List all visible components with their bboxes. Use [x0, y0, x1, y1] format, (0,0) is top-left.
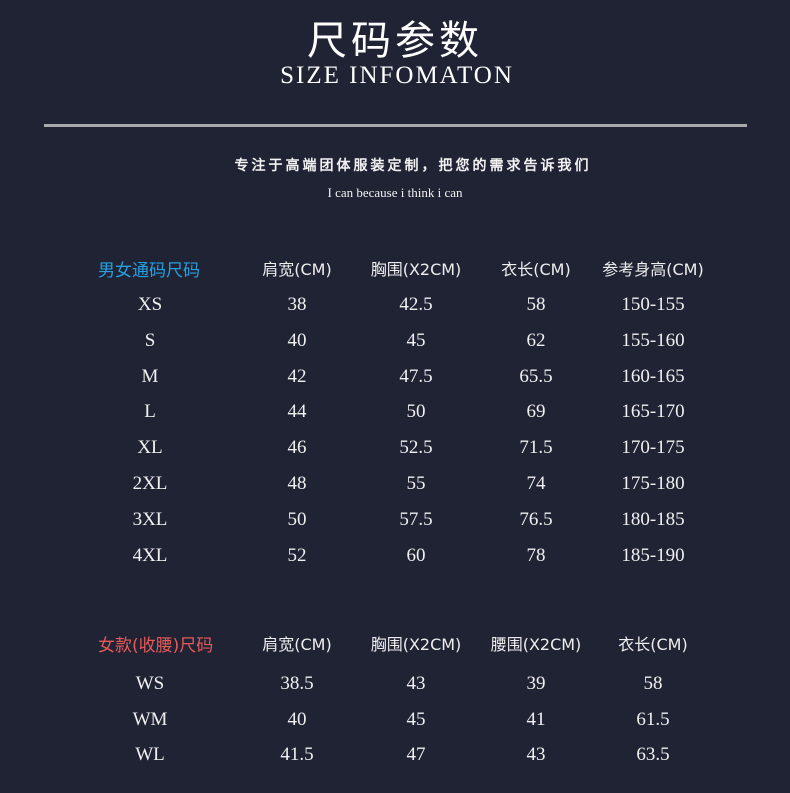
divider: [44, 124, 747, 127]
size-value: 47.5: [399, 365, 433, 387]
table-row: L 44 50 69 165-170: [0, 401, 790, 425]
size-value: 76.5: [519, 508, 553, 530]
size-value: 74: [526, 473, 546, 494]
size-value: 38: [287, 294, 307, 315]
size-value: 50: [287, 508, 307, 530]
table-header: 男女通码尺码 肩宽(CM) 胸围(X2CM) 衣长(CM) 参考身高(CM): [0, 256, 790, 281]
size-label: 2XL: [132, 473, 168, 494]
women-table-label: 女款(收腰)尺码: [98, 636, 214, 656]
size-value: 41: [526, 708, 546, 730]
size-value: 42: [287, 365, 307, 387]
size-value: 71.5: [519, 437, 553, 459]
size-label: XS: [137, 294, 163, 315]
size-value: 39: [526, 673, 546, 694]
column-header: 腰围(X2CM): [490, 635, 582, 654]
motto: I can because i think i can: [327, 185, 463, 200]
size-value: 52: [287, 544, 307, 566]
column-header: 肩宽(CM): [262, 260, 332, 279]
size-value: 185-190: [621, 544, 685, 566]
size-value: 45: [406, 329, 426, 351]
size-value: 40: [287, 329, 307, 351]
size-label: WL: [135, 744, 165, 765]
size-value: 57.5: [399, 508, 433, 530]
size-value: 170-175: [621, 437, 685, 459]
size-value: 78: [526, 544, 546, 566]
table-row: 4XL 52 60 78 185-190: [0, 545, 790, 569]
table-row: 3XL 50 57.5 76.5 180-185: [0, 509, 790, 533]
size-value: 48: [287, 473, 307, 494]
slogan: 专注于高端团体服装定制，把您的需求告诉我们: [234, 158, 592, 174]
size-value: 65.5: [519, 365, 553, 387]
size-value: 155-160: [621, 329, 685, 351]
table-row: S 40 45 62 155-160: [0, 330, 790, 354]
column-header: 衣长(CM): [501, 260, 571, 279]
table-header: 女款(收腰)尺码 肩宽(CM) 胸围(X2CM) 腰围(X2CM) 衣长(CM): [0, 631, 790, 656]
size-value: 150-155: [621, 294, 685, 315]
size-value: 52.5: [399, 437, 433, 459]
size-value: 58: [643, 673, 663, 694]
table-row: WM 40 45 41 61.5: [0, 709, 790, 733]
column-header: 胸围(X2CM): [370, 260, 462, 279]
size-value: 61.5: [636, 708, 670, 730]
size-label: L: [144, 401, 156, 423]
size-value: 43: [526, 744, 546, 765]
size-label: WM: [132, 708, 168, 730]
size-value: 44: [287, 401, 307, 423]
page-title: 尺码参数: [307, 18, 483, 64]
size-value: 63.5: [636, 744, 670, 765]
column-header: 参考身高(CM): [602, 260, 704, 279]
size-value: 40: [287, 708, 307, 730]
size-label: S: [144, 329, 156, 351]
page-subtitle: SIZE INFOMATON: [280, 62, 514, 89]
table-row: 2XL 48 55 74 175-180: [0, 473, 790, 497]
size-value: 69: [526, 401, 546, 423]
column-header: 肩宽(CM): [262, 635, 332, 654]
size-value: 60: [406, 544, 426, 566]
size-value: 42.5: [399, 294, 433, 315]
size-label: M: [141, 365, 159, 387]
size-value: 160-165: [621, 365, 685, 387]
size-value: 58: [526, 294, 546, 315]
unisex-table-label: 男女通码尺码: [98, 261, 200, 281]
size-value: 45: [406, 708, 426, 730]
table-row: XS 38 42.5 58 150-155: [0, 294, 790, 318]
table-row: M 42 47.5 65.5 160-165: [0, 366, 790, 390]
column-header: 胸围(X2CM): [370, 635, 462, 654]
table-row: WL 41.5 47 43 63.5: [0, 744, 790, 768]
size-label: 4XL: [132, 544, 168, 566]
size-value: 55: [406, 473, 426, 494]
size-value: 43: [406, 673, 426, 694]
size-value: 47: [406, 744, 426, 765]
size-value: 38.5: [280, 673, 314, 694]
size-value: 41.5: [280, 744, 314, 765]
size-value: 165-170: [621, 401, 685, 423]
size-value: 62: [526, 329, 546, 351]
size-label: 3XL: [132, 508, 168, 530]
size-value: 175-180: [621, 473, 685, 494]
size-value: 50: [406, 401, 426, 423]
column-header: 衣长(CM): [618, 635, 688, 654]
size-label: WS: [135, 673, 165, 694]
size-value: 180-185: [621, 508, 685, 530]
table-row: WS 38.5 43 39 58: [0, 673, 790, 697]
table-row: XL 46 52.5 71.5 170-175: [0, 437, 790, 461]
size-value: 46: [287, 437, 307, 459]
size-label: XL: [137, 437, 163, 459]
